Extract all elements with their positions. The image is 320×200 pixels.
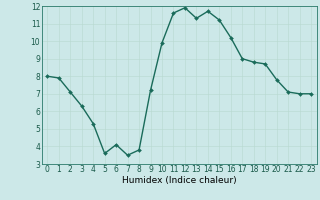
X-axis label: Humidex (Indice chaleur): Humidex (Indice chaleur) (122, 176, 236, 185)
